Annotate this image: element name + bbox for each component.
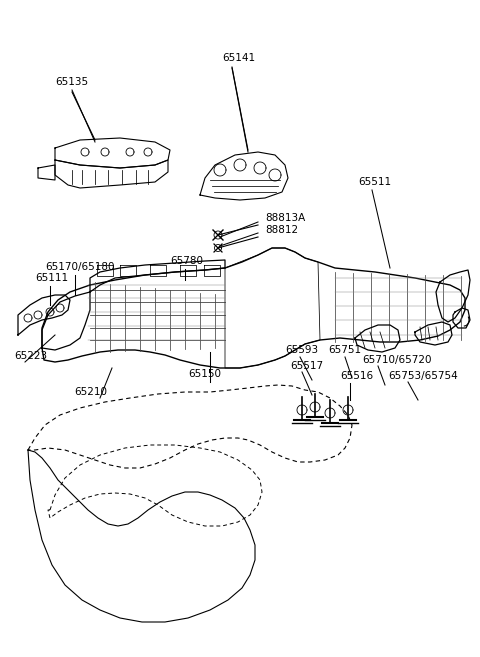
Text: 65780: 65780 <box>170 256 203 266</box>
Text: 65511: 65511 <box>358 177 391 187</box>
Text: 65135: 65135 <box>55 77 88 87</box>
Text: 88812: 88812 <box>265 225 298 235</box>
Text: 65150: 65150 <box>188 369 221 379</box>
Text: 65710/65720: 65710/65720 <box>362 355 432 365</box>
Text: 65223: 65223 <box>14 351 47 361</box>
Text: 65593: 65593 <box>285 345 318 355</box>
Text: 88813A: 88813A <box>265 213 305 223</box>
Text: 65111: 65111 <box>35 273 68 283</box>
Text: 65170/65180: 65170/65180 <box>45 262 115 272</box>
Text: 65751: 65751 <box>328 345 361 355</box>
Text: 65516: 65516 <box>340 371 373 381</box>
Text: 65517: 65517 <box>290 361 323 371</box>
Text: 65210: 65210 <box>74 387 107 397</box>
Text: 65753/65754: 65753/65754 <box>388 371 458 381</box>
Text: 65141: 65141 <box>222 53 255 63</box>
